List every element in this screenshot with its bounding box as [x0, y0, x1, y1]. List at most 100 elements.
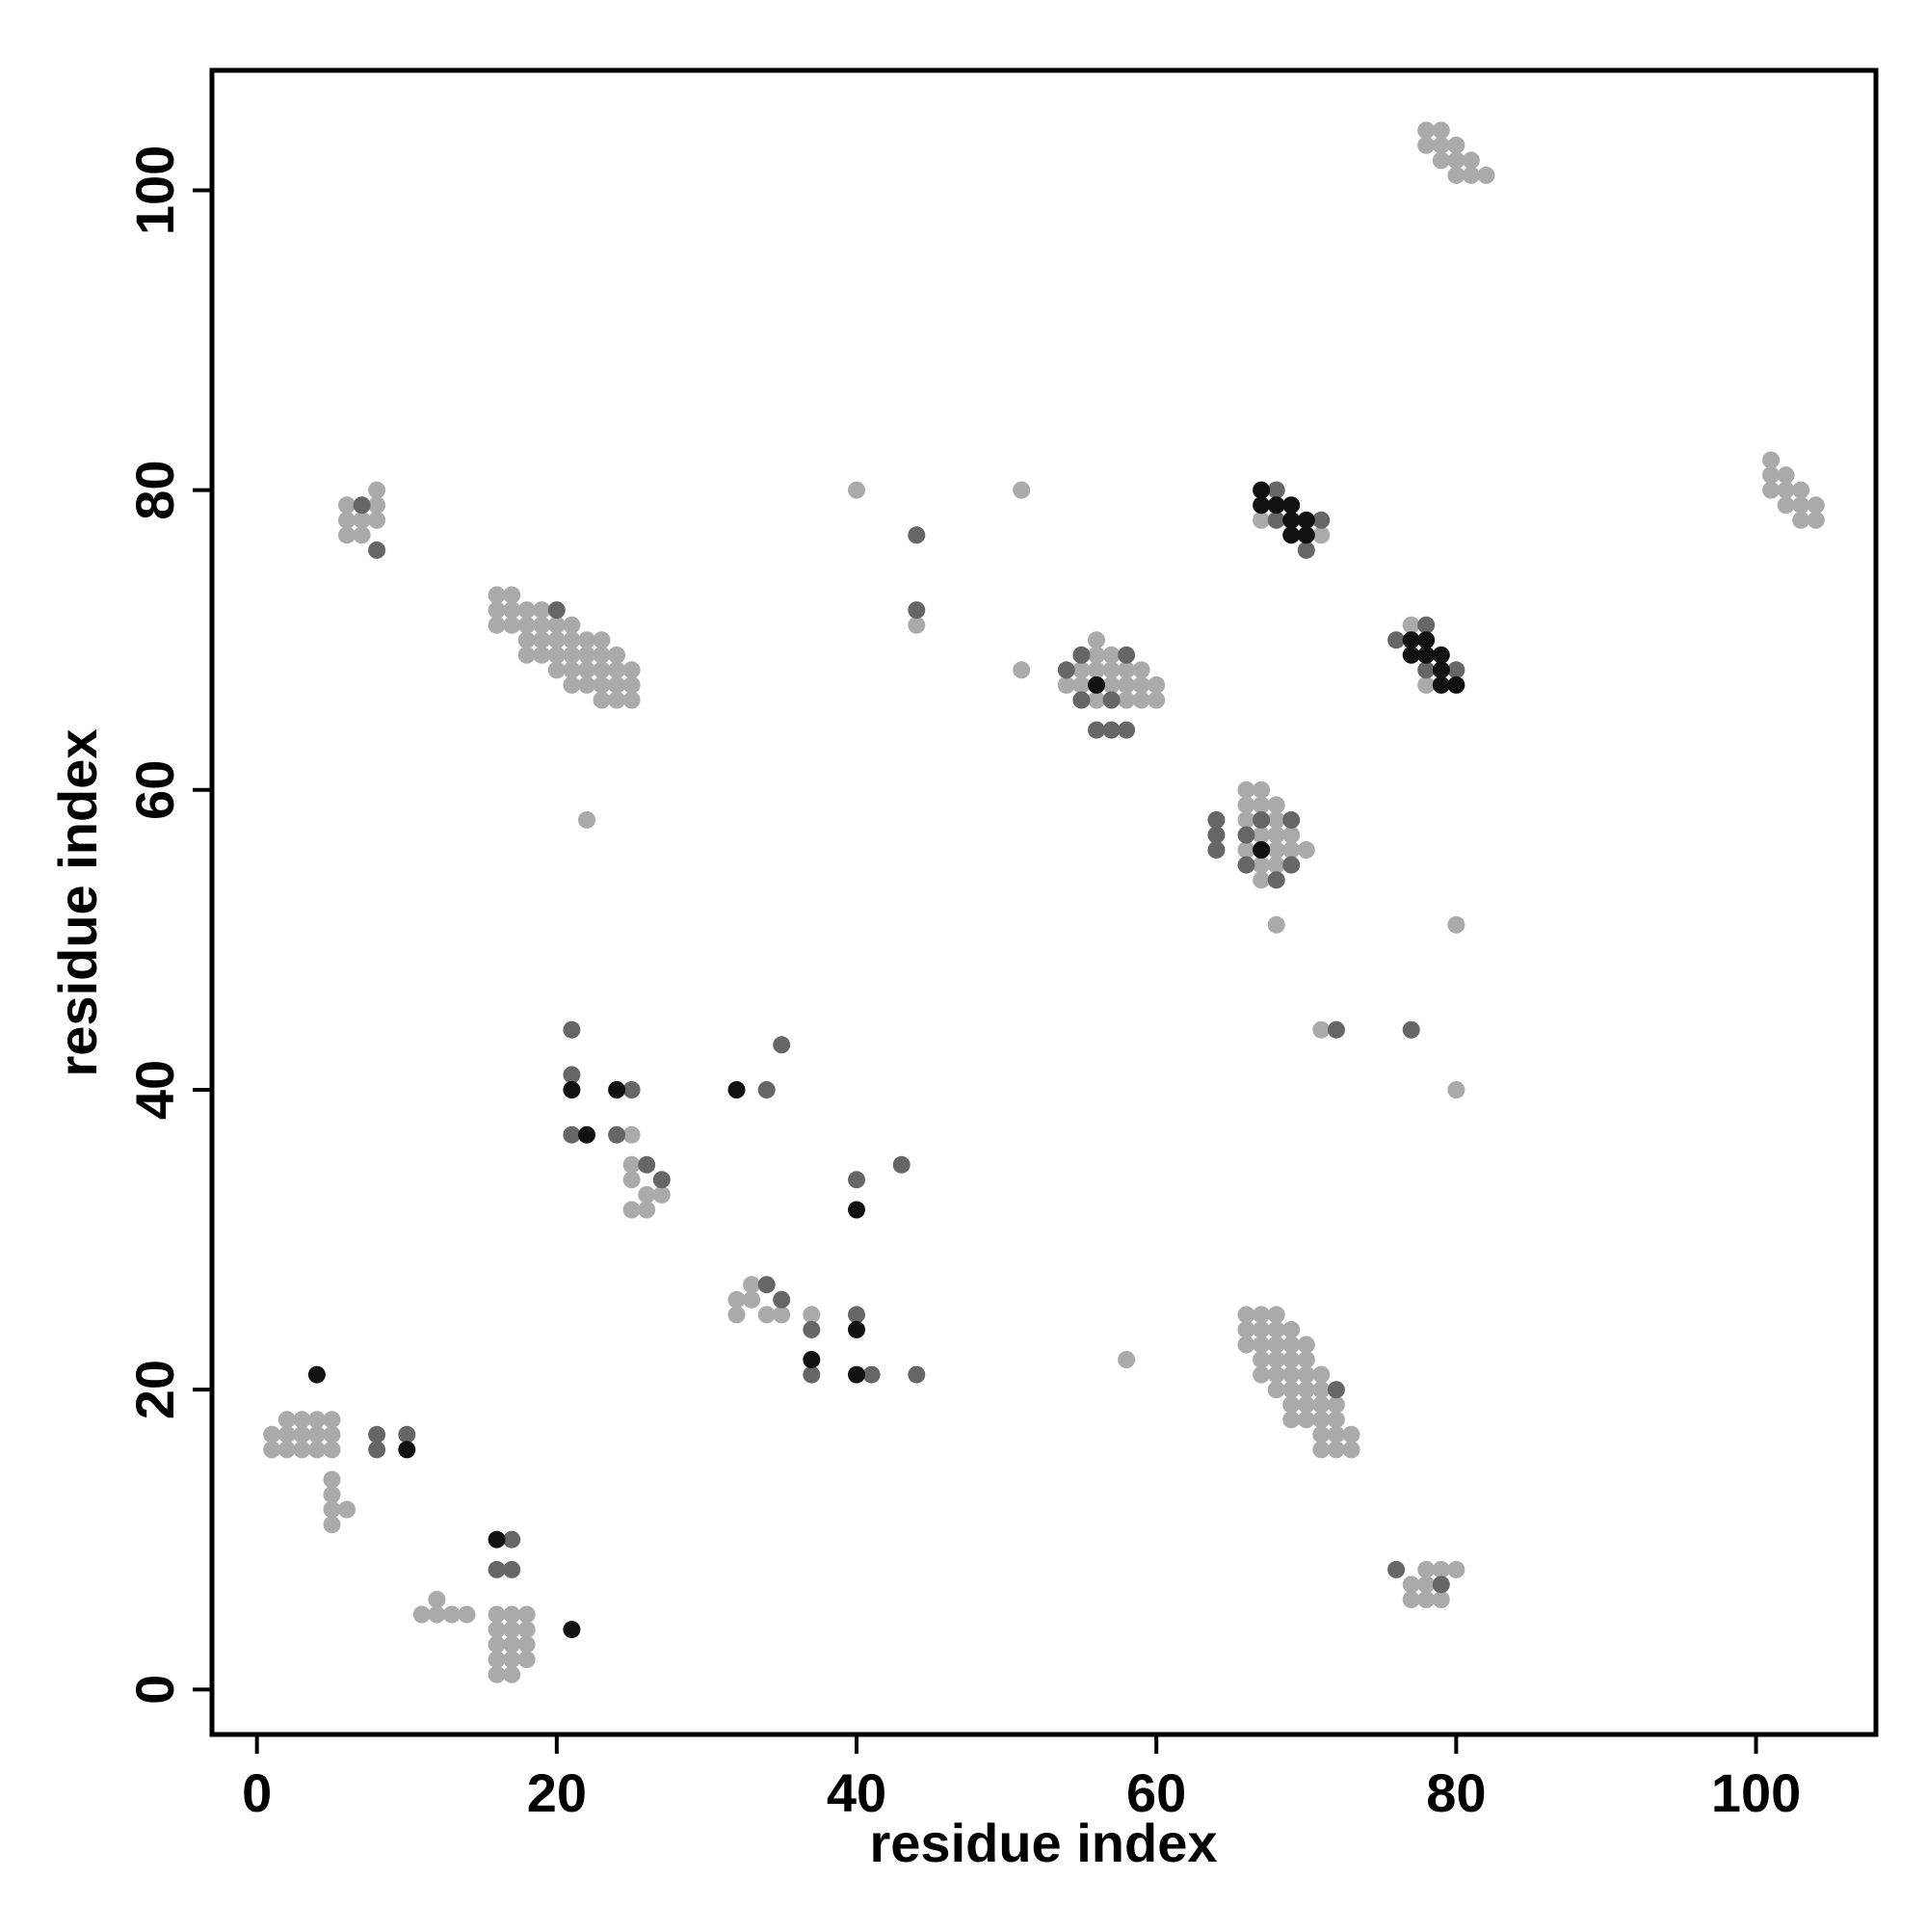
contact-point-light	[1237, 1306, 1255, 1324]
y-axis: 0 20 40 60 80 100	[124, 146, 212, 1705]
contact-point-medium	[1297, 541, 1315, 559]
contact-point-light	[1102, 675, 1121, 694]
contact-point-light	[503, 586, 521, 604]
contact-point-light	[338, 496, 356, 515]
contact-point-light	[1417, 136, 1436, 154]
contact-point-dark	[1402, 631, 1420, 649]
contact-point-light	[1297, 1411, 1315, 1429]
contact-point-light	[488, 1605, 506, 1624]
x-axis: 0 20 40 60 80 100	[242, 1734, 1801, 1823]
contact-point-light	[1267, 856, 1285, 874]
contact-point-light	[1447, 136, 1465, 154]
contact-point-light	[1102, 646, 1121, 664]
contact-point-light	[547, 661, 566, 679]
contact-point-light	[578, 646, 595, 664]
contact-point-light	[1432, 1591, 1450, 1608]
contact-point-medium	[488, 1560, 506, 1578]
contact-point-light	[307, 1411, 326, 1429]
contact-point-light	[338, 511, 356, 529]
contact-point-light	[517, 1621, 536, 1639]
contact-point-light	[1417, 121, 1436, 140]
contact-point-dark	[1282, 496, 1301, 515]
contact-point-light	[1297, 1351, 1315, 1368]
x-axis-title: residue index	[869, 1813, 1217, 1873]
contact-point-dark	[563, 1621, 581, 1639]
contact-point-light	[1102, 661, 1121, 679]
contact-point-dark	[803, 1351, 821, 1368]
x-tick-label: 0	[242, 1762, 272, 1823]
contact-point-dark	[1402, 646, 1420, 664]
contact-point-light	[1342, 1441, 1360, 1459]
contact-point-light	[1237, 1320, 1255, 1338]
contact-point-light	[652, 1185, 671, 1204]
contact-point-light	[1777, 481, 1795, 499]
contact-point-light	[517, 1651, 536, 1669]
contact-point-light	[622, 1201, 641, 1219]
contact-point-light	[563, 675, 581, 694]
contact-point-light	[547, 646, 566, 664]
contact-point-light	[293, 1441, 311, 1459]
contact-point-light	[1267, 1381, 1285, 1399]
contact-point-light	[1088, 631, 1105, 649]
contact-point-light	[1447, 1081, 1465, 1098]
contact-point-medium	[1417, 616, 1436, 634]
contact-point-light	[1118, 675, 1136, 694]
contact-point-light	[1237, 810, 1255, 829]
contact-point-light	[1118, 661, 1136, 679]
contact-point-light	[1762, 481, 1781, 499]
contact-point-light	[1253, 1306, 1271, 1324]
contact-point-light	[1402, 1591, 1420, 1608]
contact-point-light	[488, 616, 506, 634]
contact-point-light	[323, 1516, 341, 1534]
contact-point-light	[743, 1276, 761, 1294]
contact-point-light	[1267, 810, 1285, 829]
contact-point-light	[1013, 661, 1031, 679]
contact-point-dark	[1253, 481, 1271, 499]
contact-point-light	[547, 631, 566, 649]
contact-point-light	[428, 1591, 446, 1608]
contact-point-light	[293, 1425, 311, 1443]
contact-point-light	[1267, 1351, 1285, 1368]
contact-point-dark	[1417, 631, 1436, 649]
contact-point-dark	[1088, 675, 1105, 694]
contact-point-light	[848, 481, 865, 499]
contact-point-medium	[563, 1066, 581, 1084]
contact-point-light	[1297, 1336, 1315, 1354]
contact-point-light	[593, 675, 611, 694]
contact-point-dark	[398, 1441, 416, 1459]
contact-point-light	[1237, 796, 1255, 814]
points-layer	[263, 121, 1825, 1683]
contact-point-light	[1462, 166, 1480, 184]
contact-point-medium	[1327, 1381, 1345, 1399]
contact-point-light	[1267, 796, 1285, 814]
contact-point-light	[488, 1621, 506, 1639]
contact-point-light	[1267, 915, 1285, 934]
contact-point-medium	[1102, 721, 1121, 739]
contact-point-dark	[1432, 675, 1450, 694]
contact-point-medium	[848, 1171, 865, 1189]
contact-point-light	[1447, 915, 1465, 934]
contact-point-medium	[353, 496, 371, 515]
contact-point-light	[488, 601, 506, 620]
contact-point-medium	[892, 1155, 911, 1174]
contact-point-light	[1088, 646, 1105, 664]
contact-point-light	[1253, 871, 1271, 889]
contact-point-light	[368, 496, 386, 515]
contact-point-medium	[1072, 691, 1091, 709]
contact-point-light	[517, 616, 536, 634]
contact-point-light	[727, 1306, 746, 1324]
contact-point-light	[803, 1306, 821, 1324]
contact-point-light	[1282, 1320, 1301, 1338]
contact-point-light	[578, 631, 595, 649]
contact-point-light	[323, 1500, 341, 1519]
contact-point-light	[368, 511, 386, 529]
y-tick-label: 0	[124, 1675, 185, 1705]
contact-point-light	[1013, 481, 1031, 499]
contact-point-light	[517, 631, 536, 649]
contact-point-dark	[1432, 646, 1450, 664]
contact-point-light	[1253, 856, 1271, 874]
contact-point-medium	[1282, 856, 1301, 874]
contact-point-medium	[862, 1365, 881, 1384]
contact-point-light	[323, 1425, 341, 1443]
